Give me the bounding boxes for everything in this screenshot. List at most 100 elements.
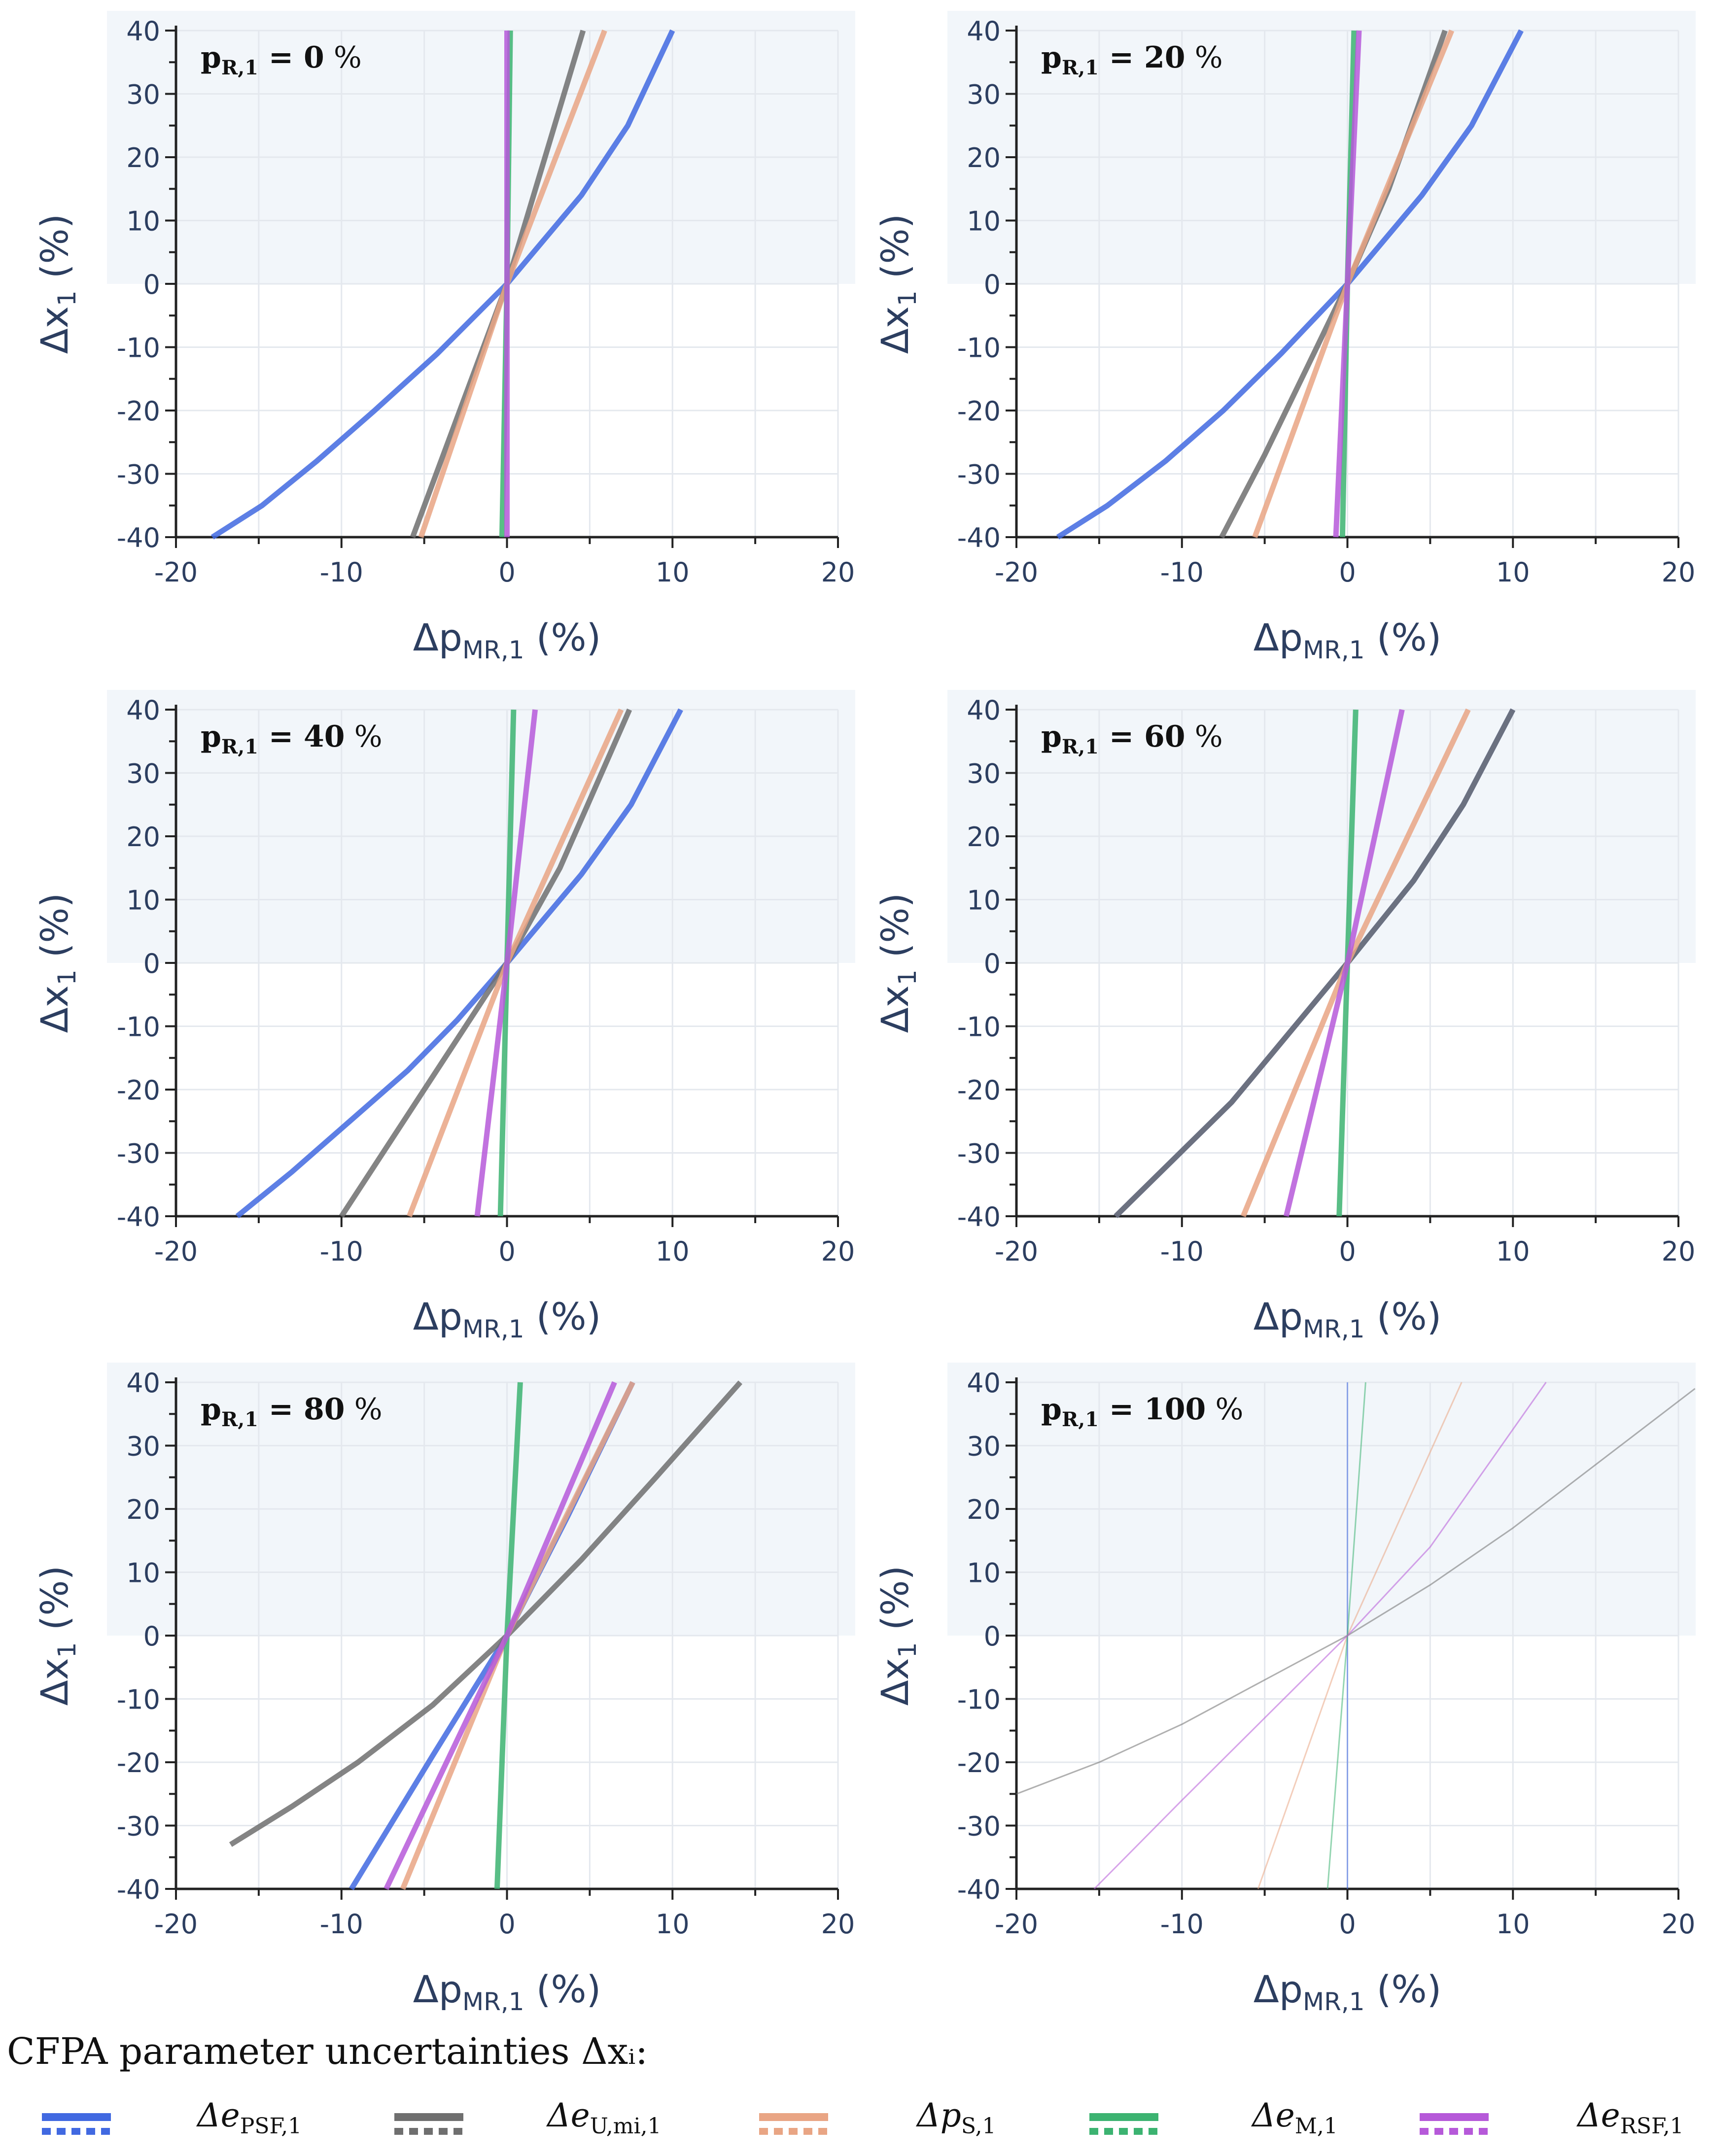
y-tick-label: 10: [967, 1558, 1001, 1589]
legend-swatch-ps: [759, 2113, 828, 2121]
chart-panel-2: 40 30 20 10 0 -10 -20 -30 -40 -20 -10 0 10 20 ΔpMR,1 (…: [873, 11, 1696, 664]
y-axis-title: Δx1 (%): [873, 214, 922, 354]
y-tick-label: -40: [957, 1201, 1001, 1232]
series-line-4: [474, 709, 538, 1217]
series-line-1: [1114, 708, 1516, 1218]
x-tick-label: 0: [1339, 1909, 1356, 1940]
series-line-1: [339, 708, 632, 1218]
legend-label-rsf: ΔeRSF,1: [1577, 2096, 1684, 2139]
y-axis-title: Δx1 (%): [33, 893, 81, 1033]
y-tick-label: -20: [117, 1747, 160, 1779]
y-tick-label: 40: [126, 1368, 160, 1399]
x-tick-label: 20: [1662, 1909, 1696, 1940]
legend-title: CFPA parameter uncertainties Δxᵢ:: [7, 2030, 648, 2073]
x-tick-label: -10: [320, 1236, 363, 1267]
legend-swatch-psf-dotted: [42, 2128, 111, 2135]
x-tick-label: -20: [995, 557, 1038, 588]
y-tick-label: 40: [967, 695, 1001, 726]
legend-label-umi: ΔeU,mi,1: [547, 2096, 662, 2139]
panel-label: pR,1 = 80 %: [201, 1392, 383, 1431]
y-axis-title: Δx1 (%): [33, 1566, 81, 1706]
y-tick-label: 20: [126, 1494, 160, 1525]
x-tick-label: -20: [154, 557, 198, 588]
x-tick-label: 20: [1662, 1236, 1696, 1267]
x-tick-label: 0: [498, 557, 515, 588]
legend-swatch-ps-dotted: [759, 2128, 828, 2135]
y-tick-label: 30: [126, 79, 160, 110]
y-tick-label: -40: [957, 522, 1001, 553]
positive-region-shade: [107, 1363, 855, 1636]
x-tick-label: -20: [995, 1909, 1038, 1940]
x-axis-title: ΔpMR,1 (%): [1254, 1967, 1442, 2016]
x-tick-label: -10: [1160, 1909, 1204, 1940]
legend-label-ps: ΔpS,1: [917, 2096, 996, 2139]
x-tick-label: 10: [656, 1909, 690, 1940]
y-tick-label: -20: [957, 396, 1001, 427]
y-tick-label: -20: [957, 1075, 1001, 1106]
x-tick-label: -10: [1160, 557, 1204, 588]
positive-region-shade: [107, 11, 855, 284]
y-tick-label: -30: [957, 1138, 1001, 1169]
positive-region-shade: [107, 690, 855, 963]
y-tick-label: -20: [117, 1075, 160, 1106]
y-tick-label: -10: [117, 333, 160, 364]
series-line-1: [229, 1380, 743, 1847]
x-axis-title: ΔpMR,1 (%): [413, 616, 601, 664]
y-tick-label: 0: [143, 948, 160, 979]
y-tick-label: 0: [984, 948, 1001, 979]
y-tick-label: -20: [117, 396, 160, 427]
legend-swatch-psf: [42, 2113, 111, 2121]
chart-panel-3: 40 30 20 10 0 -10 -20 -30 -40 -20 -10 0 10 20 ΔpMR,1 (…: [33, 690, 855, 1343]
x-axis-title: ΔpMR,1 (%): [1254, 616, 1442, 664]
y-tick-label: 20: [126, 821, 160, 853]
y-tick-label: -10: [957, 1684, 1001, 1715]
y-tick-label: 10: [967, 206, 1001, 237]
positive-region-shade: [947, 690, 1696, 963]
y-tick-label: 0: [984, 1621, 1001, 1652]
x-tick-label: 0: [498, 1236, 515, 1267]
x-axis-title: ΔpMR,1 (%): [1254, 1295, 1442, 1343]
legend-swatch-m-dotted: [1089, 2128, 1158, 2135]
y-tick-label: 30: [126, 758, 160, 789]
series-line-0: [1056, 29, 1524, 540]
x-tick-label: -20: [154, 1909, 198, 1940]
y-tick-label: 40: [967, 16, 1001, 47]
panel-label: pR,1 = 0 %: [201, 40, 362, 79]
y-tick-label: 20: [967, 142, 1001, 173]
y-tick-label: -40: [957, 1874, 1001, 1905]
x-tick-label: 10: [1496, 1909, 1530, 1940]
legend-swatch-umi: [394, 2113, 463, 2121]
y-tick-label: -10: [957, 333, 1001, 364]
y-tick-label: -40: [117, 522, 160, 553]
y-tick-label: 0: [143, 1621, 160, 1652]
y-tick-label: -40: [117, 1201, 160, 1232]
y-tick-label: -30: [117, 1138, 160, 1169]
series-line-0: [235, 708, 683, 1219]
x-tick-label: 10: [1496, 1236, 1530, 1267]
series-line-4: [1283, 709, 1405, 1217]
y-tick-label: -30: [957, 1811, 1001, 1842]
x-axis-title: ΔpMR,1 (%): [413, 1295, 601, 1343]
y-axis-title: Δx1 (%): [873, 893, 922, 1033]
panel-label: pR,1 = 60 %: [1041, 719, 1223, 758]
panel-label: pR,1 = 20 %: [1041, 40, 1223, 79]
x-tick-label: 20: [821, 1236, 855, 1267]
y-tick-label: -40: [117, 1874, 160, 1905]
y-tick-label: 20: [967, 1494, 1001, 1525]
legend-swatch-rsf: [1420, 2113, 1489, 2121]
y-tick-label: 0: [143, 269, 160, 300]
series-line-4: [1093, 1382, 1547, 1890]
y-axis-title: Δx1 (%): [873, 1566, 922, 1706]
legend-swatch-m: [1089, 2113, 1158, 2121]
x-tick-label: 0: [1339, 557, 1356, 588]
positive-region-shade: [947, 11, 1696, 284]
x-tick-label: -10: [320, 557, 363, 588]
y-axis-title: Δx1 (%): [33, 214, 81, 354]
x-tick-label: 10: [656, 557, 690, 588]
series-line-4: [1333, 30, 1362, 538]
y-tick-label: -20: [957, 1747, 1001, 1779]
chart-panel-6: 40 30 20 10 0 -10 -20 -30 -40 -20 -10 0 10 20 ΔpMR,1 (…: [873, 1363, 1696, 2016]
y-tick-label: -30: [117, 459, 160, 490]
x-tick-label: 20: [821, 557, 855, 588]
